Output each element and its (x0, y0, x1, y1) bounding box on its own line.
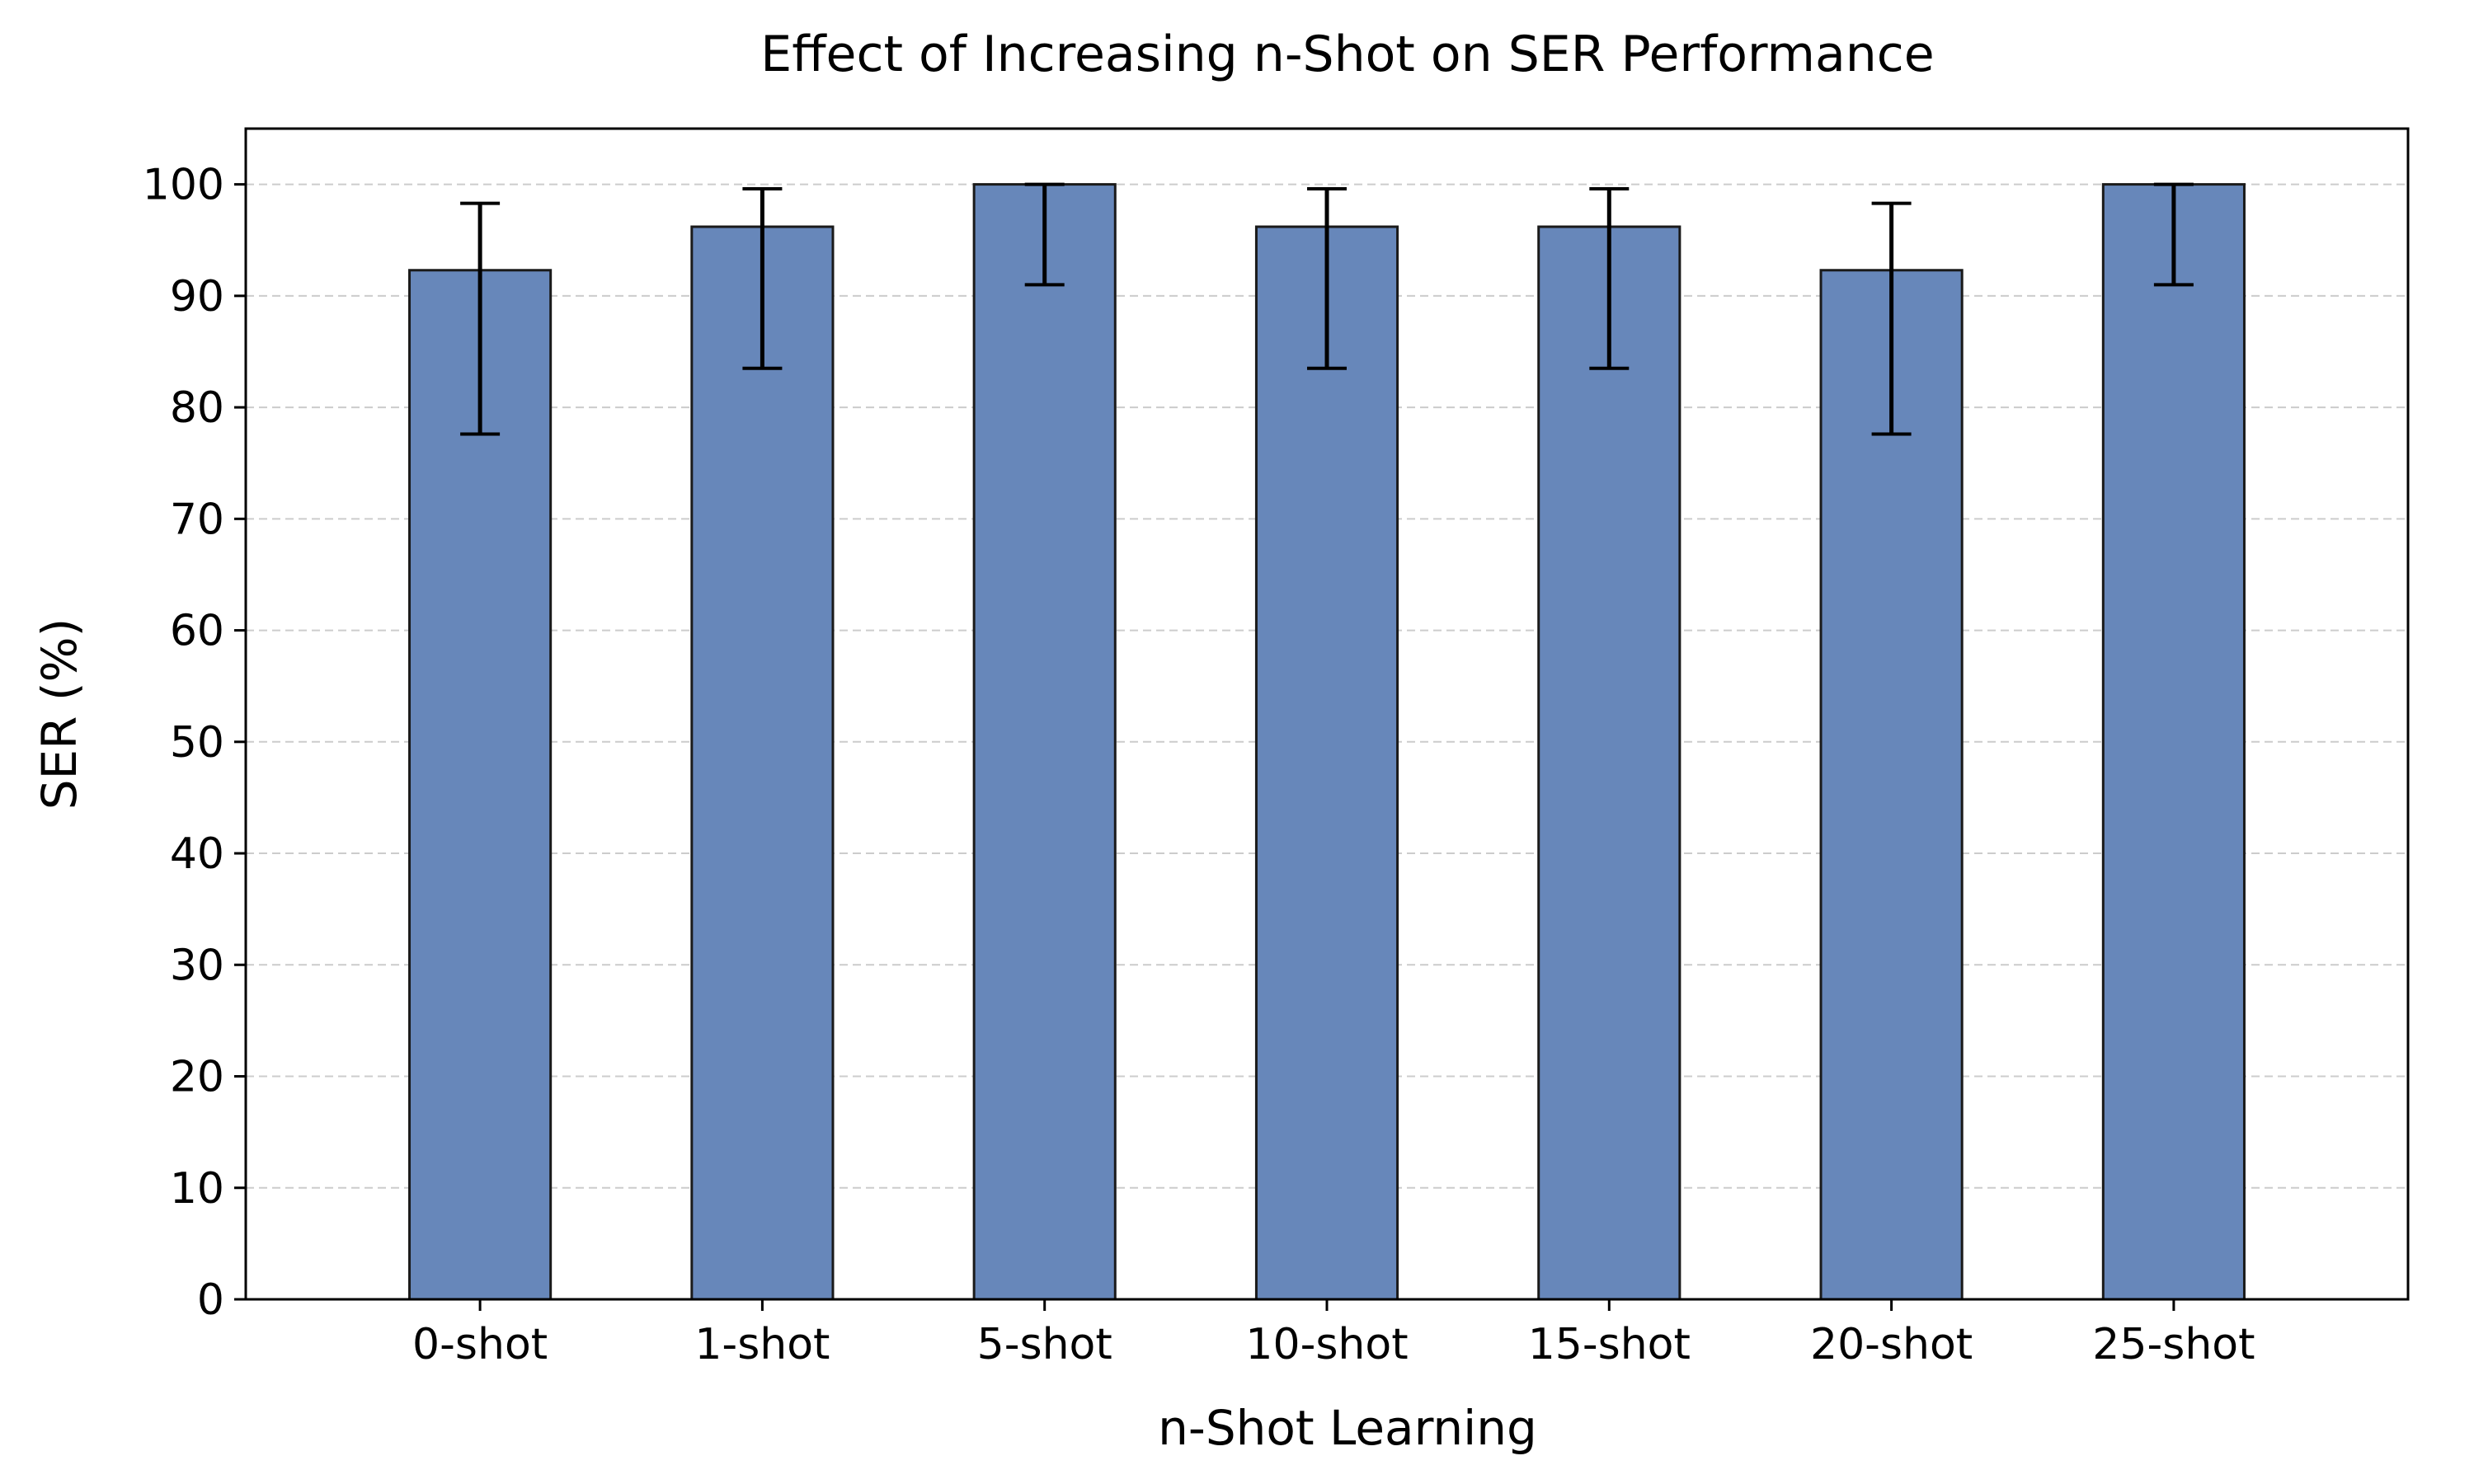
x-tick-label: 20-shot (1810, 1320, 1973, 1369)
x-tick-label: 5-shot (977, 1320, 1112, 1369)
y-tick-label: 70 (170, 495, 224, 544)
x-tick-label: 0-shot (412, 1320, 548, 1369)
y-tick-label: 30 (170, 941, 224, 990)
y-tick-label: 20 (170, 1053, 224, 1102)
x-tick-label: 15-shot (1528, 1320, 1691, 1369)
grid-lines (246, 183, 2408, 1189)
x-axis-label: n-Shot Learning (1158, 1400, 1537, 1456)
x-tick-label: 25-shot (2092, 1320, 2255, 1369)
y-tick-label: 0 (197, 1275, 224, 1325)
y-tick-label: 90 (170, 272, 224, 322)
x-tick-label: 1-shot (694, 1320, 830, 1369)
y-axis-label: SER (%) (31, 618, 87, 810)
bar-0-shot (408, 269, 553, 1301)
y-tick-label: 50 (170, 718, 224, 768)
bar-25-shot (2101, 183, 2246, 1301)
bar-1-shot (690, 225, 835, 1301)
bar-20-shot (1819, 269, 1964, 1301)
bars (408, 183, 2246, 1301)
y-tick-label: 100 (143, 161, 224, 210)
y-tick-label: 10 (170, 1164, 224, 1214)
chart-title: Effect of Increasing n-Shot on SER Perfo… (760, 26, 1934, 83)
x-axis-ticks: 0-shot 1-shot 5-shot 10-shot 15-shot 20-shot 2… (412, 1299, 2255, 1369)
y-tick-label: 40 (170, 829, 224, 879)
bar-5-shot (972, 183, 1117, 1301)
y-tick-label: 60 (170, 607, 224, 656)
y-axis-ticks: 0 10 20 30 40 50 60 70 80 90 100 (143, 161, 246, 1325)
error-bars (460, 182, 2194, 436)
y-tick-label: 80 (170, 383, 224, 433)
bar-15-shot (1537, 225, 1681, 1301)
bar-10-shot (1254, 225, 1399, 1301)
x-tick-label: 10-shot (1245, 1320, 1408, 1369)
